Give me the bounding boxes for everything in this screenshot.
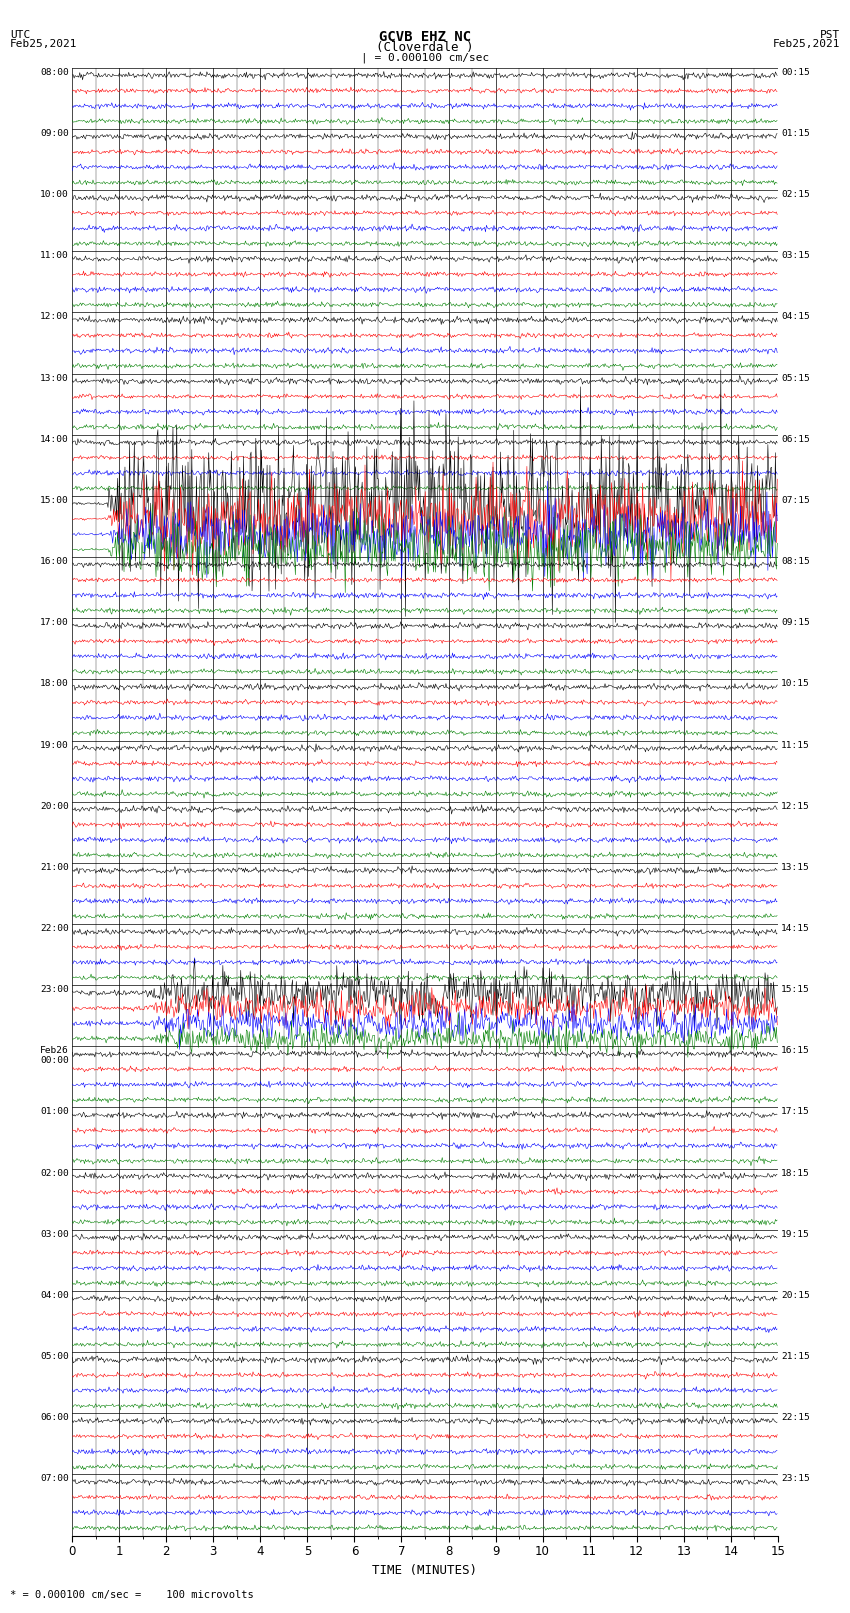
Text: 19:00: 19:00	[40, 740, 69, 750]
Text: 05:15: 05:15	[781, 374, 810, 382]
Text: 09:00: 09:00	[40, 129, 69, 137]
Text: 20:15: 20:15	[781, 1290, 810, 1300]
Text: 12:00: 12:00	[40, 313, 69, 321]
Text: 06:00: 06:00	[40, 1413, 69, 1423]
Text: 11:15: 11:15	[781, 740, 810, 750]
Text: 11:00: 11:00	[40, 252, 69, 260]
Text: 18:15: 18:15	[781, 1168, 810, 1177]
Text: 17:15: 17:15	[781, 1108, 810, 1116]
Text: 13:15: 13:15	[781, 863, 810, 871]
Text: 19:15: 19:15	[781, 1229, 810, 1239]
Text: 03:15: 03:15	[781, 252, 810, 260]
Text: 14:00: 14:00	[40, 436, 69, 444]
Text: Feb25,2021: Feb25,2021	[773, 39, 840, 48]
Text: 18:00: 18:00	[40, 679, 69, 689]
Text: 20:00: 20:00	[40, 802, 69, 811]
Text: 00:15: 00:15	[781, 68, 810, 77]
Text: 04:15: 04:15	[781, 313, 810, 321]
Text: 16:15: 16:15	[781, 1047, 810, 1055]
Text: 07:15: 07:15	[781, 495, 810, 505]
Text: 08:00: 08:00	[40, 68, 69, 77]
Text: * = 0.000100 cm/sec =    100 microvolts: * = 0.000100 cm/sec = 100 microvolts	[10, 1590, 254, 1600]
Text: 02:00: 02:00	[40, 1168, 69, 1177]
Text: PST: PST	[819, 31, 840, 40]
Text: 23:15: 23:15	[781, 1474, 810, 1484]
Text: | = 0.000100 cm/sec: | = 0.000100 cm/sec	[361, 52, 489, 63]
Text: 15:00: 15:00	[40, 495, 69, 505]
Text: 22:15: 22:15	[781, 1413, 810, 1423]
Text: 06:15: 06:15	[781, 436, 810, 444]
Text: 10:15: 10:15	[781, 679, 810, 689]
Text: 03:00: 03:00	[40, 1229, 69, 1239]
Text: 21:15: 21:15	[781, 1352, 810, 1361]
Text: 01:00: 01:00	[40, 1108, 69, 1116]
Text: 21:00: 21:00	[40, 863, 69, 871]
Text: 13:00: 13:00	[40, 374, 69, 382]
Text: 16:00: 16:00	[40, 556, 69, 566]
Text: 17:00: 17:00	[40, 618, 69, 627]
Text: 07:00: 07:00	[40, 1474, 69, 1484]
Text: (Cloverdale ): (Cloverdale )	[377, 40, 473, 55]
Text: 22:00: 22:00	[40, 924, 69, 932]
Text: 15:15: 15:15	[781, 986, 810, 994]
Text: 12:15: 12:15	[781, 802, 810, 811]
Text: 08:15: 08:15	[781, 556, 810, 566]
Text: Feb26
00:00: Feb26 00:00	[40, 1047, 69, 1065]
Text: 14:15: 14:15	[781, 924, 810, 932]
Text: 01:15: 01:15	[781, 129, 810, 137]
Text: GCVB EHZ NC: GCVB EHZ NC	[379, 31, 471, 44]
Text: 10:00: 10:00	[40, 190, 69, 198]
Text: 23:00: 23:00	[40, 986, 69, 994]
Text: 02:15: 02:15	[781, 190, 810, 198]
Text: 04:00: 04:00	[40, 1290, 69, 1300]
Text: Feb25,2021: Feb25,2021	[10, 39, 77, 48]
Text: UTC: UTC	[10, 31, 31, 40]
Text: 05:00: 05:00	[40, 1352, 69, 1361]
Text: 09:15: 09:15	[781, 618, 810, 627]
X-axis label: TIME (MINUTES): TIME (MINUTES)	[372, 1565, 478, 1578]
